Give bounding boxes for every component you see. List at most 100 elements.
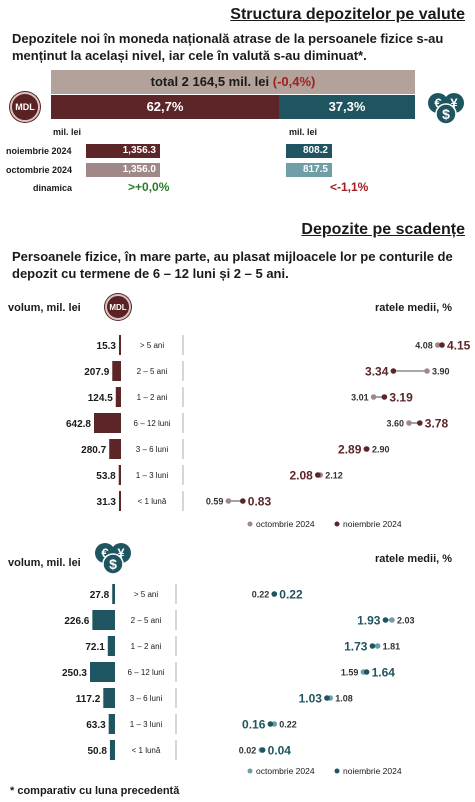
- total-change: (-0,4%): [272, 74, 316, 89]
- rate-oct-label: 1.59: [341, 668, 359, 678]
- fx-share-bar: 37,3%: [279, 95, 415, 119]
- section1-title: Structura depozitelor pe valute: [230, 6, 465, 23]
- category-label: 2 – 5 ani: [131, 616, 162, 625]
- volume-label: 117.2: [76, 694, 101, 705]
- rate-oct-label: 2.12: [325, 471, 343, 481]
- rate-nov-point: [417, 420, 423, 426]
- rate-nov-point: [381, 394, 388, 400]
- category-label: < 1 lună: [138, 497, 167, 506]
- rate-oct-point: [389, 617, 395, 623]
- rate-oct-point: [225, 498, 232, 504]
- rate-nov-label: 3.34: [365, 365, 389, 379]
- legend-oct-label: octombrie 2024: [256, 519, 315, 529]
- volume-bar: [112, 361, 121, 381]
- total-label: total 2 164,5 mil. lei: [150, 74, 270, 89]
- dynamics-label: dinamica: [33, 183, 73, 193]
- volume-bar: [108, 714, 115, 734]
- category-label: > 5 ani: [134, 590, 158, 599]
- rate-oct-label: 2.90: [372, 445, 390, 455]
- volume-bar: [92, 610, 115, 630]
- legend-nov-label: noiembrie 2024: [343, 519, 402, 529]
- mdl-coin-icon-small: MDL: [105, 294, 131, 320]
- rate-nov-label: 3.19: [389, 391, 413, 405]
- rate-oct-point: [424, 368, 430, 374]
- legend-oct-label: octombrie 2024: [256, 766, 315, 776]
- category-label: 1 – 3 luni: [130, 720, 163, 729]
- chart-mdl: 15.3 > 5 ani 4.15 4.08 207.9 2 – 5 ani 3.34 3.9…: [66, 335, 471, 529]
- total-bar: total 2 164,5 mil. lei (-0,4%): [51, 70, 415, 94]
- fx-dynamics: <-1,1%: [330, 180, 369, 194]
- rate-nov-point: [259, 747, 266, 753]
- rate-oct-label: 3.90: [432, 367, 450, 377]
- svg-text:¥: ¥: [450, 96, 458, 111]
- rate-nov-label: 0.22: [279, 588, 303, 602]
- volume-bar: [118, 465, 121, 485]
- rate-oct-label: 1.08: [335, 694, 353, 704]
- rate-nov-point: [240, 498, 246, 504]
- rate-nov-point: [324, 695, 330, 701]
- rate-oct-label: 0.02: [239, 746, 257, 756]
- chart2-left-label: volum, mil. lei: [8, 557, 81, 569]
- legend-oct-marker: [247, 521, 253, 527]
- volume-label: 226.6: [64, 616, 89, 627]
- rate-nov-label: 1.93: [357, 614, 381, 628]
- volume-bar: [109, 439, 121, 459]
- rate-nov-label: 3.78: [425, 417, 449, 431]
- category-label: 1 – 2 ani: [131, 642, 162, 651]
- volume-bar: [90, 662, 115, 682]
- rate-nov-point: [439, 342, 445, 348]
- volume-bar: [115, 387, 121, 407]
- rate-oct-label: 1.81: [383, 642, 401, 652]
- footnote: * comparativ cu luna precedentă: [10, 785, 180, 797]
- mdl-coin-icon: MDL: [10, 92, 40, 122]
- volume-label: 27.8: [90, 590, 110, 601]
- rate-oct-point: [370, 394, 377, 400]
- rate-nov-label: 1.64: [372, 666, 396, 680]
- rate-nov-point: [390, 368, 397, 374]
- volume-bar: [112, 584, 115, 604]
- volume-label: 15.3: [97, 341, 117, 352]
- rate-oct-point: [271, 721, 278, 727]
- rate-nov-point: [363, 446, 370, 452]
- category-label: > 5 ani: [140, 341, 164, 350]
- unit-left: mil. lei: [53, 127, 82, 137]
- rate-oct-label: 0.59: [206, 497, 224, 507]
- category-label: 1 – 2 ani: [137, 393, 168, 402]
- volume-label: 280.7: [81, 445, 106, 456]
- rate-oct-label: 0.22: [252, 590, 270, 600]
- legend-nov-marker: [334, 768, 340, 774]
- mdl-badge-text: MDL: [15, 102, 35, 112]
- chart-fx: 27.8 > 5 ani 0.22 0.22 226.6 2 – 5 ani 1.93 2.0…: [62, 584, 414, 776]
- mdl-nov-value: 1,356.3: [86, 144, 160, 158]
- fx-nov-value: 808.2: [286, 144, 332, 158]
- unit-right: mil. lei: [289, 127, 318, 137]
- rate-oct-label: 4.08: [415, 341, 433, 351]
- svg-text:$: $: [442, 106, 450, 122]
- volume-bar: [94, 413, 121, 433]
- svg-text:¥: ¥: [117, 546, 125, 561]
- volume-bar: [119, 335, 121, 355]
- rate-oct-point: [406, 420, 412, 426]
- category-label: 1 – 3 luni: [136, 471, 169, 480]
- mdl-dynamics: >+0,0%: [128, 180, 170, 194]
- volume-label: 53.8: [96, 471, 116, 482]
- rate-nov-point: [369, 643, 376, 649]
- volume-bar: [119, 491, 121, 511]
- volume-bar: [107, 636, 115, 656]
- volume-label: 207.9: [84, 367, 109, 378]
- rate-nov-label: 0.16: [242, 718, 266, 732]
- rate-nov-label: 4.15: [447, 339, 471, 353]
- rate-nov-point: [267, 721, 274, 727]
- volume-label: 63.3: [86, 720, 106, 731]
- volume-label: 72.1: [85, 642, 105, 653]
- category-label: 6 – 12 luni: [134, 419, 171, 428]
- category-label: 3 – 6 luni: [130, 694, 163, 703]
- chart2-right-label: ratele medii, %: [375, 553, 453, 565]
- rate-nov-label: 1.73: [344, 640, 368, 654]
- chart1-right-label: ratele medii, %: [375, 302, 453, 314]
- euro-dollar-yen-coins-icon-small: € ¥ $: [95, 543, 131, 575]
- legend-nov-label: noiembrie 2024: [343, 766, 402, 776]
- category-label: 6 – 12 luni: [128, 668, 165, 677]
- svg-text:$: $: [109, 556, 117, 572]
- volume-label: 31.3: [97, 497, 117, 508]
